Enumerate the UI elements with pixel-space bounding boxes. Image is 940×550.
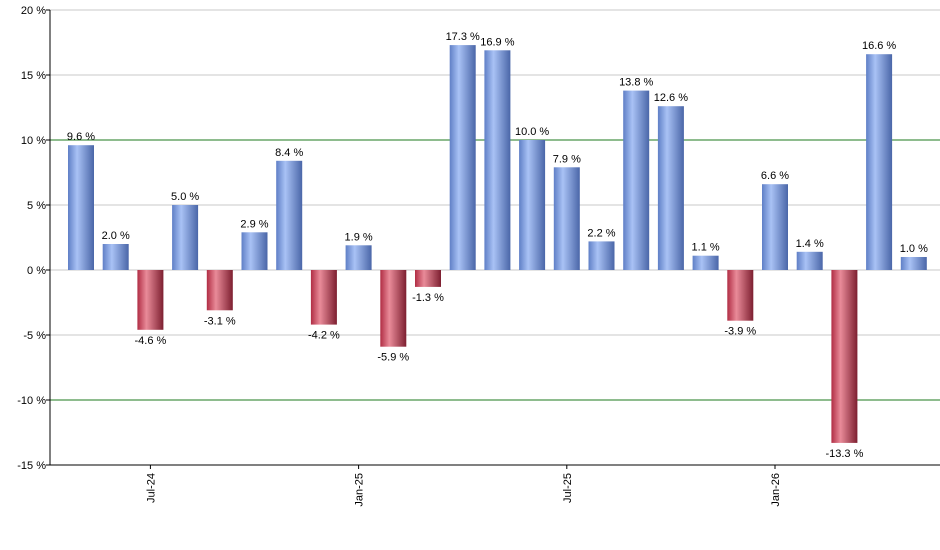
value-label: 1.1 % xyxy=(692,242,720,254)
value-label: 7.9 % xyxy=(553,153,581,165)
value-label: 12.6 % xyxy=(654,92,688,104)
y-tick-label: -15 % xyxy=(17,460,46,472)
bar-negative xyxy=(206,270,233,311)
value-label: -5.9 % xyxy=(377,352,409,364)
bar-positive xyxy=(102,244,129,270)
bar-positive xyxy=(900,257,927,270)
y-tick-label: 10 % xyxy=(21,135,46,147)
value-label: -13.3 % xyxy=(825,448,863,460)
value-label: 8.4 % xyxy=(275,147,303,159)
bar-positive xyxy=(762,184,788,270)
y-tick-label: 20 % xyxy=(21,5,46,17)
value-label: 2.2 % xyxy=(587,227,615,239)
bar-positive xyxy=(553,167,580,270)
bar-positive xyxy=(172,205,199,270)
bar-positive xyxy=(588,241,615,270)
bar-positive xyxy=(692,255,719,270)
y-tick-label: 0 % xyxy=(27,265,46,277)
x-tick-label: Jul-25 xyxy=(562,473,574,503)
y-tick-label: 5 % xyxy=(27,200,46,212)
bar-positive xyxy=(241,232,268,270)
value-label: 2.0 % xyxy=(102,230,130,242)
value-label: 10.0 % xyxy=(515,126,549,138)
axis-layer: 20 % 15 % 10 % 5 % 0 % -5 % -10 % -15 % Jul-24 Ja… xyxy=(17,5,940,507)
y-tick-label: -10 % xyxy=(17,395,46,407)
value-label: -3.9 % xyxy=(724,326,756,338)
bar-negative xyxy=(137,270,164,330)
value-label: 17.3 % xyxy=(446,31,480,43)
bar-positive xyxy=(796,251,823,270)
bar-positive xyxy=(449,45,476,270)
value-label: 5.0 % xyxy=(171,191,199,203)
value-label: 1.9 % xyxy=(345,231,373,243)
value-label: -3.1 % xyxy=(204,315,236,327)
x-tick-label: Jan-26 xyxy=(770,473,782,507)
value-label: 13.8 % xyxy=(619,77,653,89)
x-tick-label: Jul-24 xyxy=(145,473,157,503)
value-label: 2.9 % xyxy=(240,218,268,230)
bar-positive xyxy=(519,140,546,270)
value-label: 1.4 % xyxy=(796,238,824,250)
bar-negative xyxy=(380,270,407,347)
bars-layer xyxy=(68,45,927,443)
bar-negative xyxy=(310,270,337,325)
bar-positive xyxy=(276,160,303,270)
bar-positive xyxy=(345,245,372,270)
value-label: -4.6 % xyxy=(135,335,167,347)
x-tick-label: Jan-25 xyxy=(354,473,366,507)
y-tick-label: -5 % xyxy=(23,330,46,342)
value-label: -4.2 % xyxy=(308,330,340,342)
value-label: 6.6 % xyxy=(761,170,789,182)
bar-negative xyxy=(415,270,441,287)
bar-positive xyxy=(623,90,650,270)
labels-layer: 9.6 % 2.0 % -4.6 % 5.0 % -3.1 % 2.9 % 8.4 % -4.… xyxy=(67,31,928,460)
y-tick-label: 15 % xyxy=(21,70,46,82)
bar-negative xyxy=(831,270,858,443)
bar-negative xyxy=(727,270,754,321)
bar-positive xyxy=(484,50,511,270)
value-label: -1.3 % xyxy=(412,292,444,304)
value-label: 1.0 % xyxy=(900,243,928,255)
value-label: 9.6 % xyxy=(67,131,95,143)
bar-positive xyxy=(657,106,684,270)
bar-positive xyxy=(866,54,893,271)
value-label: 16.9 % xyxy=(480,36,514,48)
bar-positive xyxy=(68,145,94,270)
value-label: 16.6 % xyxy=(862,40,896,52)
